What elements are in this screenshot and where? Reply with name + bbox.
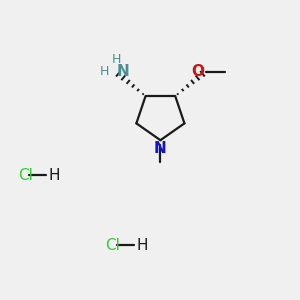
Text: H: H [48,168,60,183]
Text: H: H [100,65,109,78]
Text: H: H [136,238,148,253]
Text: N: N [116,64,129,79]
Text: Cl: Cl [105,238,120,253]
Text: H: H [112,53,121,66]
Text: N: N [154,141,167,156]
Text: O: O [191,64,204,79]
Text: Cl: Cl [18,168,33,183]
